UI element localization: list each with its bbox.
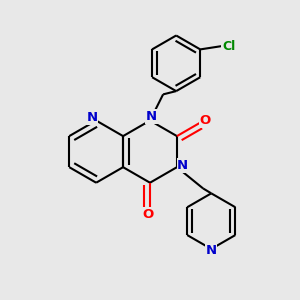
Text: N: N [87,111,98,124]
Text: O: O [143,208,154,221]
Text: O: O [199,114,211,127]
Text: N: N [177,159,188,172]
Text: N: N [206,244,217,257]
Text: Cl: Cl [222,40,235,52]
Text: N: N [146,110,157,123]
